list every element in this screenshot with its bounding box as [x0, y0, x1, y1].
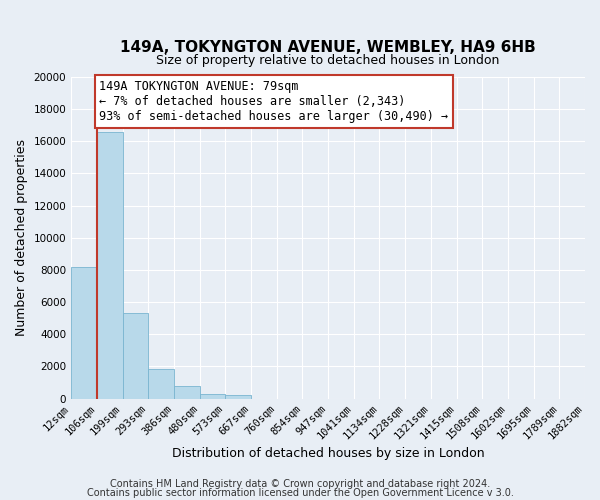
Text: Size of property relative to detached houses in London: Size of property relative to detached ho…: [157, 54, 500, 68]
Bar: [226, 394, 251, 398]
Bar: [200, 394, 226, 398]
Bar: [97, 132, 122, 398]
Bar: [148, 369, 174, 398]
X-axis label: Distribution of detached houses by size in London: Distribution of detached houses by size …: [172, 447, 484, 460]
Y-axis label: Number of detached properties: Number of detached properties: [15, 140, 28, 336]
Title: 149A, TOKYNGTON AVENUE, WEMBLEY, HA9 6HB: 149A, TOKYNGTON AVENUE, WEMBLEY, HA9 6HB: [120, 40, 536, 55]
Bar: [71, 266, 97, 398]
Bar: [122, 314, 148, 398]
Text: 149A TOKYNGTON AVENUE: 79sqm
← 7% of detached houses are smaller (2,343)
93% of : 149A TOKYNGTON AVENUE: 79sqm ← 7% of det…: [100, 80, 449, 123]
Bar: [174, 386, 200, 398]
Text: Contains HM Land Registry data © Crown copyright and database right 2024.: Contains HM Land Registry data © Crown c…: [110, 479, 490, 489]
Text: Contains public sector information licensed under the Open Government Licence v : Contains public sector information licen…: [86, 488, 514, 498]
